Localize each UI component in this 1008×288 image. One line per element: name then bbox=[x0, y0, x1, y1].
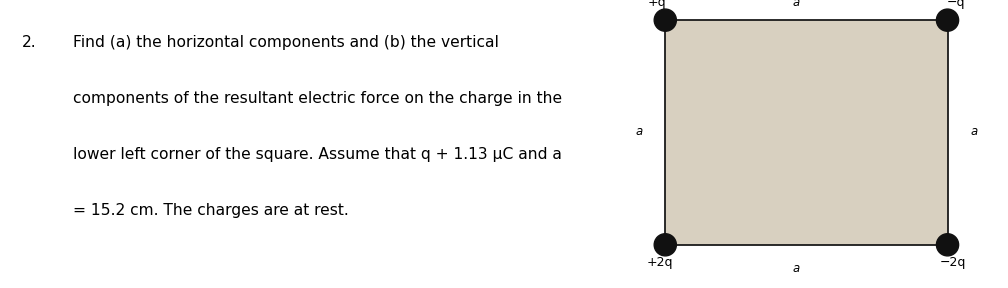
Text: +2q: +2q bbox=[647, 256, 673, 269]
Text: −q: −q bbox=[947, 0, 965, 9]
Text: = 15.2 cm. The charges are at rest.: = 15.2 cm. The charges are at rest. bbox=[73, 203, 349, 218]
Bar bbox=[665, 20, 948, 245]
Text: components of the resultant electric force on the charge in the: components of the resultant electric for… bbox=[73, 91, 561, 106]
Ellipse shape bbox=[936, 9, 959, 31]
Text: a: a bbox=[971, 124, 978, 138]
Ellipse shape bbox=[654, 9, 676, 31]
Text: +q: +q bbox=[648, 0, 666, 9]
Text: a: a bbox=[636, 124, 643, 138]
Text: a: a bbox=[792, 0, 800, 9]
Ellipse shape bbox=[654, 234, 676, 256]
Text: a: a bbox=[792, 262, 800, 275]
Text: 2.: 2. bbox=[22, 35, 37, 50]
Text: lower left corner of the square. Assume that q + 1.13 μC and a: lower left corner of the square. Assume … bbox=[73, 147, 561, 162]
Text: Find (a) the horizontal components and (b) the vertical: Find (a) the horizontal components and (… bbox=[73, 35, 498, 50]
Ellipse shape bbox=[936, 234, 959, 256]
Text: −2q: −2q bbox=[939, 256, 966, 269]
